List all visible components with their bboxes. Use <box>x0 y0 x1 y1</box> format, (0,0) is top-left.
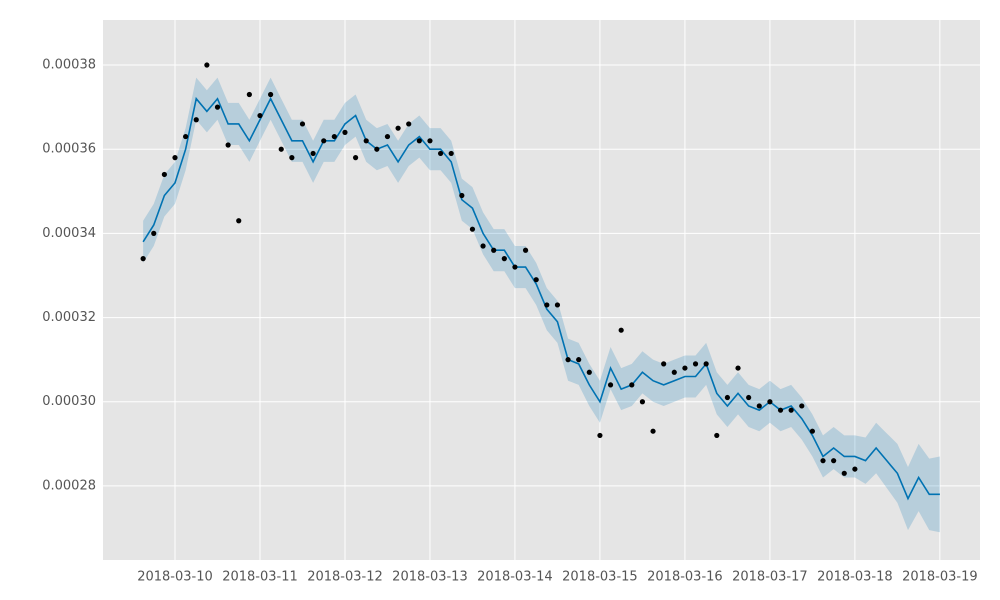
observed-point <box>650 428 656 434</box>
observed-point <box>183 133 189 140</box>
observed-point <box>459 192 465 199</box>
plot-area <box>103 20 980 560</box>
observed-point <box>618 327 624 333</box>
y-tick-label: 0.00038 <box>42 58 96 73</box>
observed-point <box>278 146 284 152</box>
observed-point <box>406 121 412 127</box>
observed-point <box>735 365 741 371</box>
x-tick-label: 2018-03-19 <box>902 570 978 585</box>
observed-point <box>671 369 677 375</box>
observed-point <box>703 361 709 367</box>
observed-point <box>607 382 614 388</box>
x-tick-label: 2018-03-11 <box>222 570 298 585</box>
observed-point <box>714 432 720 439</box>
observed-point <box>831 458 837 464</box>
observed-point <box>746 394 752 401</box>
observed-point <box>661 361 667 367</box>
observed-point <box>820 458 826 464</box>
observed-point <box>512 264 518 270</box>
observed-point <box>522 247 529 253</box>
x-tick-label: 2018-03-12 <box>307 570 383 585</box>
observed-point <box>469 226 476 232</box>
x-tick-label: 2018-03-15 <box>562 570 638 585</box>
observed-point <box>289 155 295 161</box>
observed-point <box>692 361 699 367</box>
observed-point <box>448 150 454 157</box>
observed-point <box>809 428 815 434</box>
x-tick-label: 2018-03-13 <box>392 570 468 585</box>
uncertainty-band <box>143 77 940 533</box>
observed-point <box>331 133 337 140</box>
y-tick-label: 0.00028 <box>42 478 96 493</box>
observed-point <box>533 277 539 283</box>
observed-point <box>236 218 242 224</box>
y-tick-label: 0.00034 <box>42 226 96 241</box>
observed-point <box>395 125 401 131</box>
y-tick-label: 0.00030 <box>42 394 96 409</box>
observed-point <box>639 399 646 405</box>
observed-point <box>246 91 252 98</box>
observed-point <box>841 470 847 476</box>
observed-point <box>384 133 391 140</box>
observed-point <box>777 407 784 413</box>
observed-point <box>193 117 199 123</box>
observed-point <box>799 403 805 409</box>
observed-point <box>427 138 433 144</box>
observed-point <box>491 247 497 253</box>
observed-point <box>299 121 306 127</box>
observed-point <box>724 394 731 401</box>
observed-point <box>852 466 858 472</box>
observed-point <box>363 138 369 144</box>
x-tick-label: 2018-03-10 <box>137 570 213 585</box>
x-tick-label: 2018-03-18 <box>817 570 893 585</box>
observed-point <box>682 365 688 371</box>
x-tick-label: 2018-03-16 <box>647 570 723 585</box>
observed-point <box>204 62 210 68</box>
observed-point <box>151 230 157 236</box>
observed-point <box>374 146 380 152</box>
x-tick-label: 2018-03-17 <box>732 570 808 585</box>
observed-point <box>225 142 231 148</box>
observed-point <box>767 399 773 405</box>
observed-point <box>310 150 316 157</box>
y-tick-label: 0.00036 <box>42 142 96 157</box>
observed-point <box>756 403 762 409</box>
observed-point <box>342 129 348 135</box>
observed-point <box>214 104 221 110</box>
observed-point <box>140 256 146 262</box>
observed-point <box>321 138 327 144</box>
observed-point <box>788 407 794 413</box>
observed-point <box>597 432 603 439</box>
observed-point <box>172 155 178 161</box>
x-tick-label: 2018-03-14 <box>477 570 553 585</box>
observed-point <box>554 302 561 308</box>
observed-point <box>268 91 274 98</box>
observed-point <box>629 382 635 388</box>
y-tick-label: 0.00032 <box>42 310 96 325</box>
observed-point <box>437 150 444 157</box>
observed-point <box>565 357 571 363</box>
observed-point <box>257 112 263 119</box>
observed-point <box>501 256 507 262</box>
observed-point <box>586 369 592 375</box>
observed-point <box>352 155 359 161</box>
observed-point <box>544 302 550 308</box>
observed-point <box>161 171 167 178</box>
observed-point <box>480 243 486 249</box>
observed-point <box>416 138 422 144</box>
observed-point <box>576 357 582 363</box>
forecast-line <box>142 96 940 501</box>
